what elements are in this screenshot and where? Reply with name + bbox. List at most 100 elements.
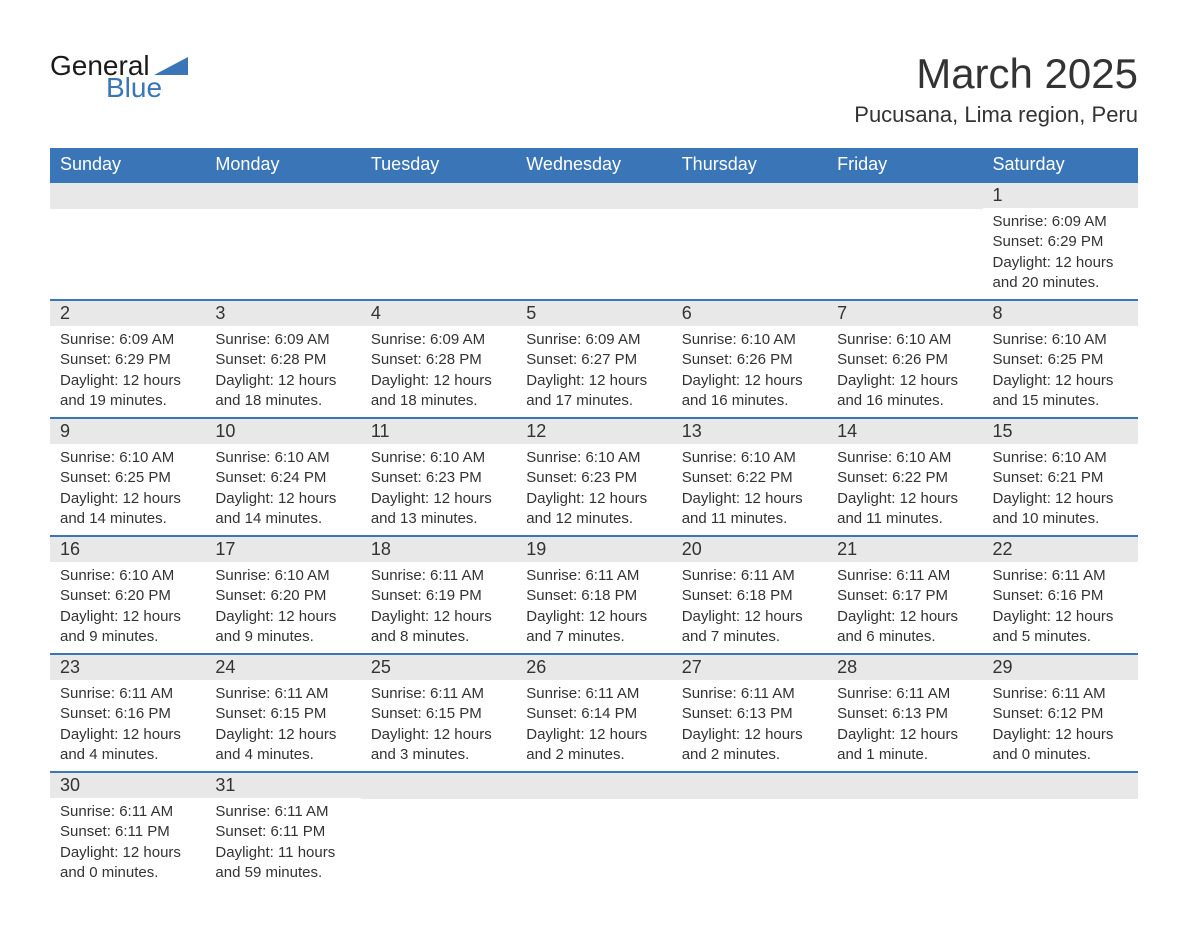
daylight-text: Daylight: 12 hours and 7 minutes.	[526, 607, 661, 648]
day-content: Sunrise: 6:11 AMSunset: 6:15 PMDaylight:…	[205, 680, 360, 771]
calendar-cell: 7Sunrise: 6:10 AMSunset: 6:26 PMDaylight…	[827, 300, 982, 418]
calendar-cell: 21Sunrise: 6:11 AMSunset: 6:17 PMDayligh…	[827, 536, 982, 654]
day-number: 20	[672, 537, 827, 562]
sunset-text: Sunset: 6:13 PM	[682, 704, 817, 724]
sunset-text: Sunset: 6:20 PM	[60, 586, 195, 606]
day-number-empty	[827, 773, 982, 799]
sunset-text: Sunset: 6:25 PM	[993, 350, 1128, 370]
day-number: 2	[50, 301, 205, 326]
day-number: 26	[516, 655, 671, 680]
month-title: March 2025	[854, 50, 1138, 98]
sunrise-text: Sunrise: 6:11 AM	[993, 566, 1128, 586]
day-number: 24	[205, 655, 360, 680]
day-number: 9	[50, 419, 205, 444]
col-header: Friday	[827, 148, 982, 182]
day-number: 10	[205, 419, 360, 444]
day-number-empty	[672, 183, 827, 209]
calendar-cell: 25Sunrise: 6:11 AMSunset: 6:15 PMDayligh…	[361, 654, 516, 772]
calendar-body: 1Sunrise: 6:09 AMSunset: 6:29 PMDaylight…	[50, 182, 1138, 889]
calendar-cell	[361, 772, 516, 889]
sunrise-text: Sunrise: 6:10 AM	[215, 448, 350, 468]
calendar-cell	[827, 182, 982, 300]
sunrise-text: Sunrise: 6:11 AM	[526, 566, 661, 586]
sunrise-text: Sunrise: 6:11 AM	[60, 684, 195, 704]
sunset-text: Sunset: 6:11 PM	[215, 822, 350, 842]
sunset-text: Sunset: 6:15 PM	[371, 704, 506, 724]
day-content: Sunrise: 6:09 AMSunset: 6:29 PMDaylight:…	[50, 326, 205, 417]
calendar-week-row: 30Sunrise: 6:11 AMSunset: 6:11 PMDayligh…	[50, 772, 1138, 889]
day-content: Sunrise: 6:10 AMSunset: 6:20 PMDaylight:…	[205, 562, 360, 653]
day-content: Sunrise: 6:11 AMSunset: 6:16 PMDaylight:…	[983, 562, 1138, 653]
day-content: Sunrise: 6:10 AMSunset: 6:26 PMDaylight:…	[827, 326, 982, 417]
calendar-cell	[827, 772, 982, 889]
day-number: 12	[516, 419, 671, 444]
day-content: Sunrise: 6:09 AMSunset: 6:27 PMDaylight:…	[516, 326, 671, 417]
sunset-text: Sunset: 6:11 PM	[60, 822, 195, 842]
day-number: 29	[983, 655, 1138, 680]
sunset-text: Sunset: 6:28 PM	[215, 350, 350, 370]
daylight-text: Daylight: 12 hours and 2 minutes.	[682, 725, 817, 766]
sunset-text: Sunset: 6:14 PM	[526, 704, 661, 724]
calendar-cell: 10Sunrise: 6:10 AMSunset: 6:24 PMDayligh…	[205, 418, 360, 536]
day-content: Sunrise: 6:10 AMSunset: 6:22 PMDaylight:…	[672, 444, 827, 535]
sunset-text: Sunset: 6:26 PM	[682, 350, 817, 370]
day-number: 28	[827, 655, 982, 680]
day-content: Sunrise: 6:11 AMSunset: 6:13 PMDaylight:…	[672, 680, 827, 771]
col-header: Sunday	[50, 148, 205, 182]
calendar-cell: 3Sunrise: 6:09 AMSunset: 6:28 PMDaylight…	[205, 300, 360, 418]
sunset-text: Sunset: 6:28 PM	[371, 350, 506, 370]
day-content: Sunrise: 6:11 AMSunset: 6:11 PMDaylight:…	[50, 798, 205, 889]
daylight-text: Daylight: 12 hours and 13 minutes.	[371, 489, 506, 530]
day-content: Sunrise: 6:11 AMSunset: 6:15 PMDaylight:…	[361, 680, 516, 771]
sunset-text: Sunset: 6:23 PM	[526, 468, 661, 488]
day-number: 19	[516, 537, 671, 562]
daylight-text: Daylight: 12 hours and 7 minutes.	[682, 607, 817, 648]
sunset-text: Sunset: 6:18 PM	[526, 586, 661, 606]
col-header: Saturday	[983, 148, 1138, 182]
calendar-cell	[205, 182, 360, 300]
calendar-week-row: 16Sunrise: 6:10 AMSunset: 6:20 PMDayligh…	[50, 536, 1138, 654]
location-subtitle: Pucusana, Lima region, Peru	[854, 102, 1138, 128]
calendar-cell: 24Sunrise: 6:11 AMSunset: 6:15 PMDayligh…	[205, 654, 360, 772]
sunrise-text: Sunrise: 6:11 AM	[526, 684, 661, 704]
sunset-text: Sunset: 6:22 PM	[682, 468, 817, 488]
sunset-text: Sunset: 6:22 PM	[837, 468, 972, 488]
sunrise-text: Sunrise: 6:09 AM	[60, 330, 195, 350]
calendar-cell: 12 Sunrise: 6:10 AMSunset: 6:23 PMDayligh…	[516, 418, 671, 536]
calendar-cell: 30Sunrise: 6:11 AMSunset: 6:11 PMDayligh…	[50, 772, 205, 889]
calendar-cell: 26Sunrise: 6:11 AMSunset: 6:14 PMDayligh…	[516, 654, 671, 772]
calendar-cell: 29Sunrise: 6:11 AMSunset: 6:12 PMDayligh…	[983, 654, 1138, 772]
day-number-empty	[516, 773, 671, 799]
daylight-text: Daylight: 11 hours and 59 minutes.	[215, 843, 350, 884]
sunrise-text: Sunrise: 6:11 AM	[682, 566, 817, 586]
sunrise-text: Sunrise: 6:10 AM	[526, 448, 661, 468]
calendar-cell: 17Sunrise: 6:10 AMSunset: 6:20 PMDayligh…	[205, 536, 360, 654]
daylight-text: Daylight: 12 hours and 0 minutes.	[60, 843, 195, 884]
sunrise-text: Sunrise: 6:09 AM	[526, 330, 661, 350]
page-header: General Blue March 2025 Pucusana, Lima r…	[50, 50, 1138, 128]
daylight-text: Daylight: 12 hours and 8 minutes.	[371, 607, 506, 648]
daylight-text: Daylight: 12 hours and 3 minutes.	[371, 725, 506, 766]
calendar-cell: 9Sunrise: 6:10 AMSunset: 6:25 PMDaylight…	[50, 418, 205, 536]
calendar-cell	[516, 772, 671, 889]
daylight-text: Daylight: 12 hours and 17 minutes.	[526, 371, 661, 412]
daylight-text: Daylight: 12 hours and 12 minutes.	[526, 489, 661, 530]
calendar-cell: 20Sunrise: 6:11 AMSunset: 6:18 PMDayligh…	[672, 536, 827, 654]
day-content: Sunrise: 6:10 AMSunset: 6:22 PMDaylight:…	[827, 444, 982, 535]
day-content: Sunrise: 6:11 AMSunset: 6:12 PMDaylight:…	[983, 680, 1138, 771]
day-number-empty	[672, 773, 827, 799]
sunset-text: Sunset: 6:21 PM	[993, 468, 1128, 488]
daylight-text: Daylight: 12 hours and 11 minutes.	[682, 489, 817, 530]
sunrise-text: Sunrise: 6:10 AM	[682, 330, 817, 350]
sunset-text: Sunset: 6:29 PM	[993, 232, 1128, 252]
calendar-cell: 15Sunrise: 6:10 AMSunset: 6:21 PMDayligh…	[983, 418, 1138, 536]
sunrise-text: Sunrise: 6:10 AM	[215, 566, 350, 586]
calendar-cell: 13Sunrise: 6:10 AMSunset: 6:22 PMDayligh…	[672, 418, 827, 536]
daylight-text: Daylight: 12 hours and 16 minutes.	[682, 371, 817, 412]
day-content: Sunrise: 6:10 AMSunset: 6:20 PMDaylight:…	[50, 562, 205, 653]
daylight-text: Daylight: 12 hours and 6 minutes.	[837, 607, 972, 648]
col-header: Monday	[205, 148, 360, 182]
calendar-cell: 18Sunrise: 6:11 AMSunset: 6:19 PMDayligh…	[361, 536, 516, 654]
calendar-cell: 31Sunrise: 6:11 AMSunset: 6:11 PMDayligh…	[205, 772, 360, 889]
daylight-text: Daylight: 12 hours and 4 minutes.	[60, 725, 195, 766]
